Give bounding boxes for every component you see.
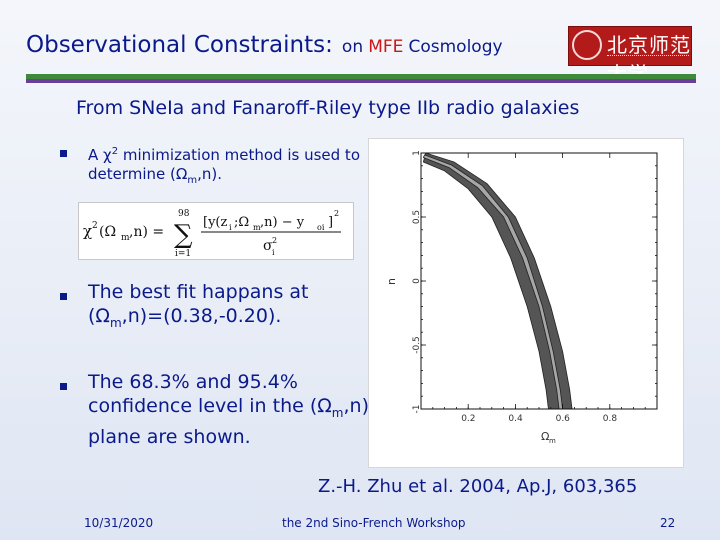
formula-num-mid: ;Ω — [234, 215, 249, 230]
citation: Z.-H. Zhu et al. 2004, Ap.J, 603,365 — [318, 476, 638, 497]
chi-square-formula: χ 2 (Ω m ,n) = 98 ∑ i=1 [y(z i ;Ω m ,n) … — [78, 202, 354, 260]
x-tick-label: 0.8 — [603, 414, 618, 424]
contour-plot: 0.2 0.4 0.6 0.8 -1 -0.5 0 0.5 1 Ω m n — [368, 138, 684, 468]
x-axis-label-sub: m — [549, 437, 556, 445]
contour-plot-svg: 0.2 0.4 0.6 0.8 -1 -0.5 0 0.5 1 Ω m n — [385, 150, 658, 445]
university-logo: 北京师范大学 — [568, 26, 692, 86]
title-rule-green — [26, 74, 696, 79]
plot-ticks — [421, 152, 657, 410]
formula-sum-upper: 98 — [178, 209, 190, 219]
formula-den-sup: 2 — [272, 236, 277, 245]
y-tick-label: -1 — [412, 405, 422, 414]
footer-page-number: 22 — [660, 516, 676, 530]
formula-svg: χ 2 (Ω m ,n) = 98 ∑ i=1 [y(z i ;Ω m ,n) … — [83, 209, 341, 259]
slide-title: Observational Constraints: on MFE Cosmol… — [26, 32, 503, 58]
bullet-text: A χ2 minimization method is used to dete… — [88, 146, 360, 186]
confidence-band-954 — [422, 152, 573, 410]
y-tick-label: 0.5 — [412, 210, 422, 224]
formula-args: (Ω — [99, 224, 116, 240]
title-cosmology: Cosmology — [408, 37, 503, 57]
title-mfe: MFE — [368, 37, 404, 57]
bullet-marker — [60, 383, 67, 390]
formula-sum-symbol: ∑ — [174, 220, 193, 250]
formula-num-sup: 2 — [334, 209, 339, 218]
bullet-marker — [60, 150, 67, 157]
formula-chi: χ — [83, 222, 92, 240]
logo-subtext-line — [607, 55, 689, 59]
formula-num-sub-oi: oi — [317, 223, 325, 232]
formula-chi-sup: 2 — [92, 221, 98, 231]
seal-icon — [572, 30, 602, 60]
formula-den-sub: i — [272, 248, 275, 257]
formula-num-end: ] — [328, 215, 333, 230]
y-tick-label: 0 — [412, 278, 422, 284]
formula-args-end: ,n) = — [129, 224, 164, 240]
y-axis-label: n — [385, 278, 398, 285]
formula-num-mid2: ,n) − y — [260, 215, 305, 230]
x-axis-label: Ω — [541, 430, 549, 443]
y-tick-label: -0.5 — [412, 336, 422, 354]
bullet-text: The 68.3% and 95.4% confidence level in … — [88, 371, 369, 448]
confidence-bands — [422, 152, 573, 410]
formula-denominator: σ — [263, 238, 273, 254]
x-tick-label: 0.2 — [461, 414, 475, 424]
formula-sum-lower: i=1 — [175, 249, 191, 259]
x-tick-label: 0.4 — [508, 414, 523, 424]
title-on: on — [341, 37, 364, 57]
formula-args-sub: m — [121, 233, 130, 243]
footer-event: the 2nd Sino-French Workshop — [282, 516, 466, 530]
footer-date: 10/31/2020 — [84, 516, 154, 530]
title-rule-purple — [26, 79, 696, 83]
y-tick-label: 1 — [412, 150, 422, 156]
x-tick-label: 0.6 — [556, 414, 571, 424]
plot-tick-labels: 0.2 0.4 0.6 0.8 -1 -0.5 0 0.5 1 — [412, 150, 617, 424]
bullet-marker — [60, 293, 67, 300]
bullet-text: The best fit happans at (Ωm,n)=(0.38,-0.… — [88, 281, 309, 330]
section-heading: From SNeIa and Fanaroff-Riley type IIb r… — [76, 97, 580, 119]
formula-numerator: [y(z — [203, 215, 227, 230]
title-main: Observational Constraints: — [26, 32, 333, 58]
formula-num-sub-m: m — [253, 223, 261, 232]
formula-num-sub-i: i — [229, 223, 232, 232]
